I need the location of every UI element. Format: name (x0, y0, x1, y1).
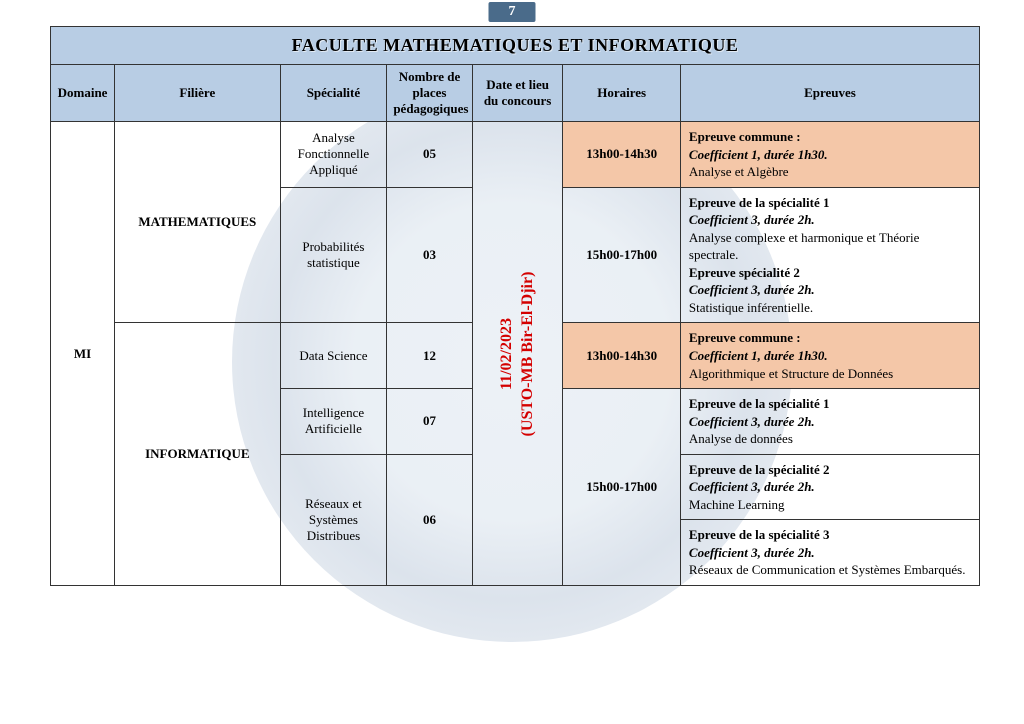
ep-detail: Machine Learning (689, 497, 785, 512)
ep-title: Epreuve commune : (689, 129, 801, 144)
date-text: 11/02/2023 (498, 318, 515, 390)
ep-title: Epreuve de la spécialité 3 (689, 527, 830, 542)
faculty-table: FACULTE MATHEMATIQUES ET INFORMATIQUE Do… (50, 26, 980, 586)
ep-coef: Coefficient 3, durée 2h. (689, 545, 815, 560)
cell-specialite: Analyse Fonctionnelle Appliqué (280, 122, 387, 188)
cell-horaire: 15h00-17h00 (563, 187, 680, 323)
col-epreuves: Epreuves (680, 65, 979, 122)
cell-nb: 03 (387, 187, 472, 323)
table-title-row: FACULTE MATHEMATIQUES ET INFORMATIQUE (51, 27, 980, 65)
ep-detail: Analyse et Algèbre (689, 164, 789, 179)
cell-nb: 12 (387, 323, 472, 389)
cell-filiere-info: INFORMATIQUE (115, 323, 280, 586)
cell-specialite: Réseaux et Systèmes Distribues (280, 454, 387, 585)
col-date-lieu: Date et lieu du concours (472, 65, 563, 122)
cell-specialite: Probabilités statistique (280, 187, 387, 323)
cell-epreuve: Epreuve de la spécialité 2 Coefficient 3… (680, 454, 979, 520)
col-domaine: Domaine (51, 65, 115, 122)
cell-horaire: 13h00-14h30 (563, 323, 680, 389)
ep-coef: Coefficient 3, durée 2h. (689, 212, 815, 227)
cell-epreuve: Epreuve commune : Coefficient 1, durée 1… (680, 122, 979, 188)
cell-horaire: 13h00-14h30 (563, 122, 680, 188)
cell-domaine: MI (51, 122, 115, 586)
cell-specialite: Intelligence Artificielle (280, 389, 387, 455)
cell-nb: 06 (387, 454, 472, 585)
cell-epreuve: Epreuve de la spécialité 1 Coefficient 3… (680, 389, 979, 455)
table-header-row: Domaine Filière Spécialité Nombre de pla… (51, 65, 980, 122)
ep-coef: Coefficient 3, durée 2h. (689, 282, 815, 297)
cell-nb: 05 (387, 122, 472, 188)
ep-title: Epreuve commune : (689, 330, 801, 345)
cell-epreuve: Epreuve de la spécialité 1 Coefficient 3… (680, 187, 979, 323)
ep-coef: Coefficient 1, durée 1h30. (689, 348, 828, 363)
page-number-badge: 7 (489, 2, 536, 22)
ep-detail: Statistique inférentielle. (689, 300, 813, 315)
cell-filiere-math: MATHEMATIQUES (115, 122, 280, 323)
ep-detail: Réseaux de Communication et Systèmes Emb… (689, 562, 966, 577)
ep-detail: Algorithmique et Structure de Données (689, 366, 893, 381)
ep-title: Epreuve de la spécialité 1 (689, 195, 830, 210)
col-filiere: Filière (115, 65, 280, 122)
lieu-text: (USTO-MB Bir-El-Djir) (519, 271, 536, 436)
table-title: FACULTE MATHEMATIQUES ET INFORMATIQUE (51, 27, 980, 65)
cell-horaire: 15h00-17h00 (563, 389, 680, 586)
ep-detail: Analyse complexe et harmonique et Théori… (689, 230, 919, 263)
ep-detail: Analyse de données (689, 431, 793, 446)
cell-epreuve: Epreuve de la spécialité 3 Coefficient 3… (680, 520, 979, 586)
cell-nb: 07 (387, 389, 472, 455)
table-row: MI MATHEMATIQUES Analyse Fonctionnelle A… (51, 122, 980, 188)
ep-coef: Coefficient 3, durée 2h. (689, 414, 815, 429)
ep-coef: Coefficient 1, durée 1h30. (689, 147, 828, 162)
col-specialite: Spécialité (280, 65, 387, 122)
col-horaires: Horaires (563, 65, 680, 122)
cell-epreuve: Epreuve commune : Coefficient 1, durée 1… (680, 323, 979, 389)
cell-specialite: Data Science (280, 323, 387, 389)
col-nb-places: Nombre de places pédagogiques (387, 65, 472, 122)
ep-title: Epreuve de la spécialité 2 (689, 462, 830, 477)
ep-title: Epreuve spécialité 2 (689, 265, 800, 280)
ep-coef: Coefficient 3, durée 2h. (689, 479, 815, 494)
cell-date-lieu: 11/02/2023 (USTO-MB Bir-El-Djir) (472, 122, 563, 586)
faculty-table-wrap: FACULTE MATHEMATIQUES ET INFORMATIQUE Do… (50, 26, 980, 586)
ep-title: Epreuve de la spécialité 1 (689, 396, 830, 411)
